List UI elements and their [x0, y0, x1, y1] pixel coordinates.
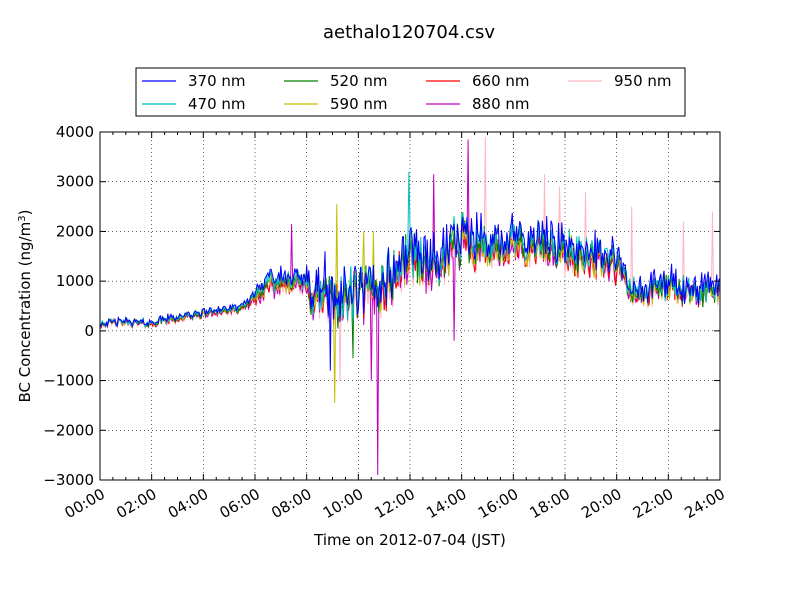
legend-label: 520 nm	[330, 72, 388, 90]
y-tick-label: −3000	[43, 471, 94, 489]
plot-series	[100, 136, 720, 476]
legend-label: 880 nm	[472, 95, 530, 113]
x-tick-label: 04:00	[165, 485, 211, 522]
legend: 370 nm 470 nm 520 nm 590 nm 660 nm 880 nm 950 …	[135, 67, 686, 117]
legend-label: 590 nm	[330, 95, 388, 113]
legend-label: 370 nm	[188, 72, 246, 90]
y-tick-label: 4000	[56, 123, 94, 141]
y-tick-label: 2000	[56, 222, 94, 240]
y-tick-label: 0	[84, 322, 94, 340]
x-tick-label: 20:00	[578, 485, 624, 522]
x-tick-label: 08:00	[268, 485, 314, 522]
y-tick-label: 3000	[56, 173, 94, 191]
x-tick-label: 00:00	[62, 485, 108, 522]
series-line-370nm	[100, 211, 720, 371]
chart-title: aethalo120704.csv	[323, 22, 495, 43]
legend-label: 470 nm	[188, 95, 246, 113]
x-axis-label: Time on 2012-07-04 (JST)	[313, 531, 506, 549]
y-axis-label: BC Concentration (ng/m3)	[16, 210, 34, 403]
x-axis: 00:00 02:00 04:00 06:00 08:00 10:00 12:00 14:00…	[62, 132, 728, 522]
grid	[100, 132, 720, 480]
x-tick-label: 24:00	[682, 485, 728, 522]
x-tick-label: 02:00	[113, 485, 159, 522]
legend-frame	[135, 67, 686, 117]
x-tick-label: 16:00	[475, 485, 521, 522]
y-axis: −3000 −2000 −1000 0 1000 2000 3000 4000	[43, 123, 720, 489]
legend-label: 660 nm	[472, 72, 530, 90]
x-tick-label: 10:00	[320, 485, 366, 522]
x-tick-label: 18:00	[527, 485, 573, 522]
y-tick-label: 1000	[56, 272, 94, 290]
x-tick-label: 14:00	[423, 485, 469, 522]
y-tick-label: −2000	[43, 421, 94, 439]
legend-label: 950 nm	[614, 72, 672, 90]
x-tick-label: 06:00	[217, 485, 263, 522]
x-tick-label: 12:00	[372, 485, 418, 522]
x-tick-label: 22:00	[630, 485, 676, 522]
y-tick-label: −1000	[43, 372, 94, 390]
